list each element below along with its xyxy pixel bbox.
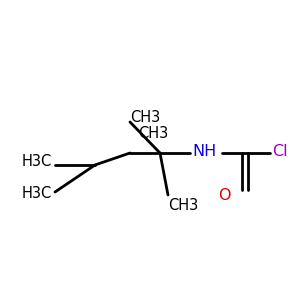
Text: NH: NH bbox=[192, 145, 216, 160]
Text: CH3: CH3 bbox=[168, 197, 198, 212]
Text: CH3: CH3 bbox=[138, 125, 168, 140]
Text: H3C: H3C bbox=[22, 185, 52, 200]
Text: O: O bbox=[218, 188, 230, 203]
Text: CH3: CH3 bbox=[130, 110, 160, 125]
Text: Cl: Cl bbox=[272, 145, 288, 160]
Text: H3C: H3C bbox=[22, 154, 52, 169]
